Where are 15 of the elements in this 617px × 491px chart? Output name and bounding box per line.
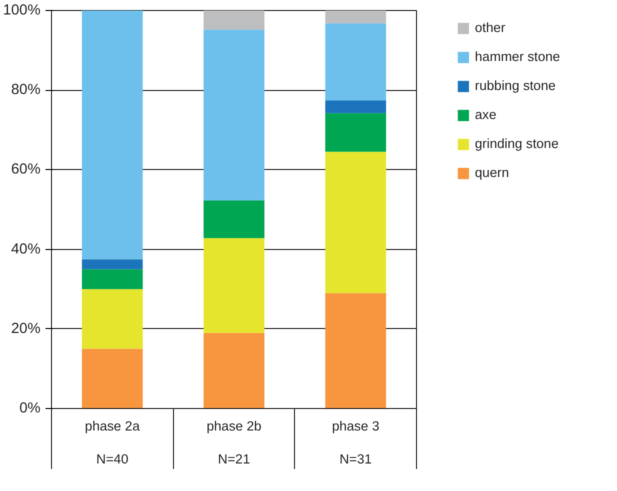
legend-label: other bbox=[474, 20, 506, 35]
y-tick-label: 0% bbox=[19, 400, 41, 416]
y-tick-label: 100% bbox=[3, 2, 41, 18]
legend-label: hammer stone bbox=[474, 49, 560, 64]
legend-label: axe bbox=[474, 107, 496, 122]
legend-label: rubbing stone bbox=[474, 78, 556, 93]
y-tick-label: 20% bbox=[11, 320, 41, 337]
y-tick-label: 80% bbox=[11, 82, 41, 98]
category-label: phase 2a N=40 bbox=[84, 418, 140, 466]
y-tick-label: 60% bbox=[11, 162, 41, 178]
category-label: phase 2b N=21 bbox=[206, 418, 262, 466]
legend-label: quern bbox=[474, 165, 509, 180]
legend-label: grinding stone bbox=[474, 136, 559, 151]
category-label: phase 3 N=31 bbox=[332, 418, 380, 466]
y-tick-label: 40% bbox=[11, 241, 41, 258]
